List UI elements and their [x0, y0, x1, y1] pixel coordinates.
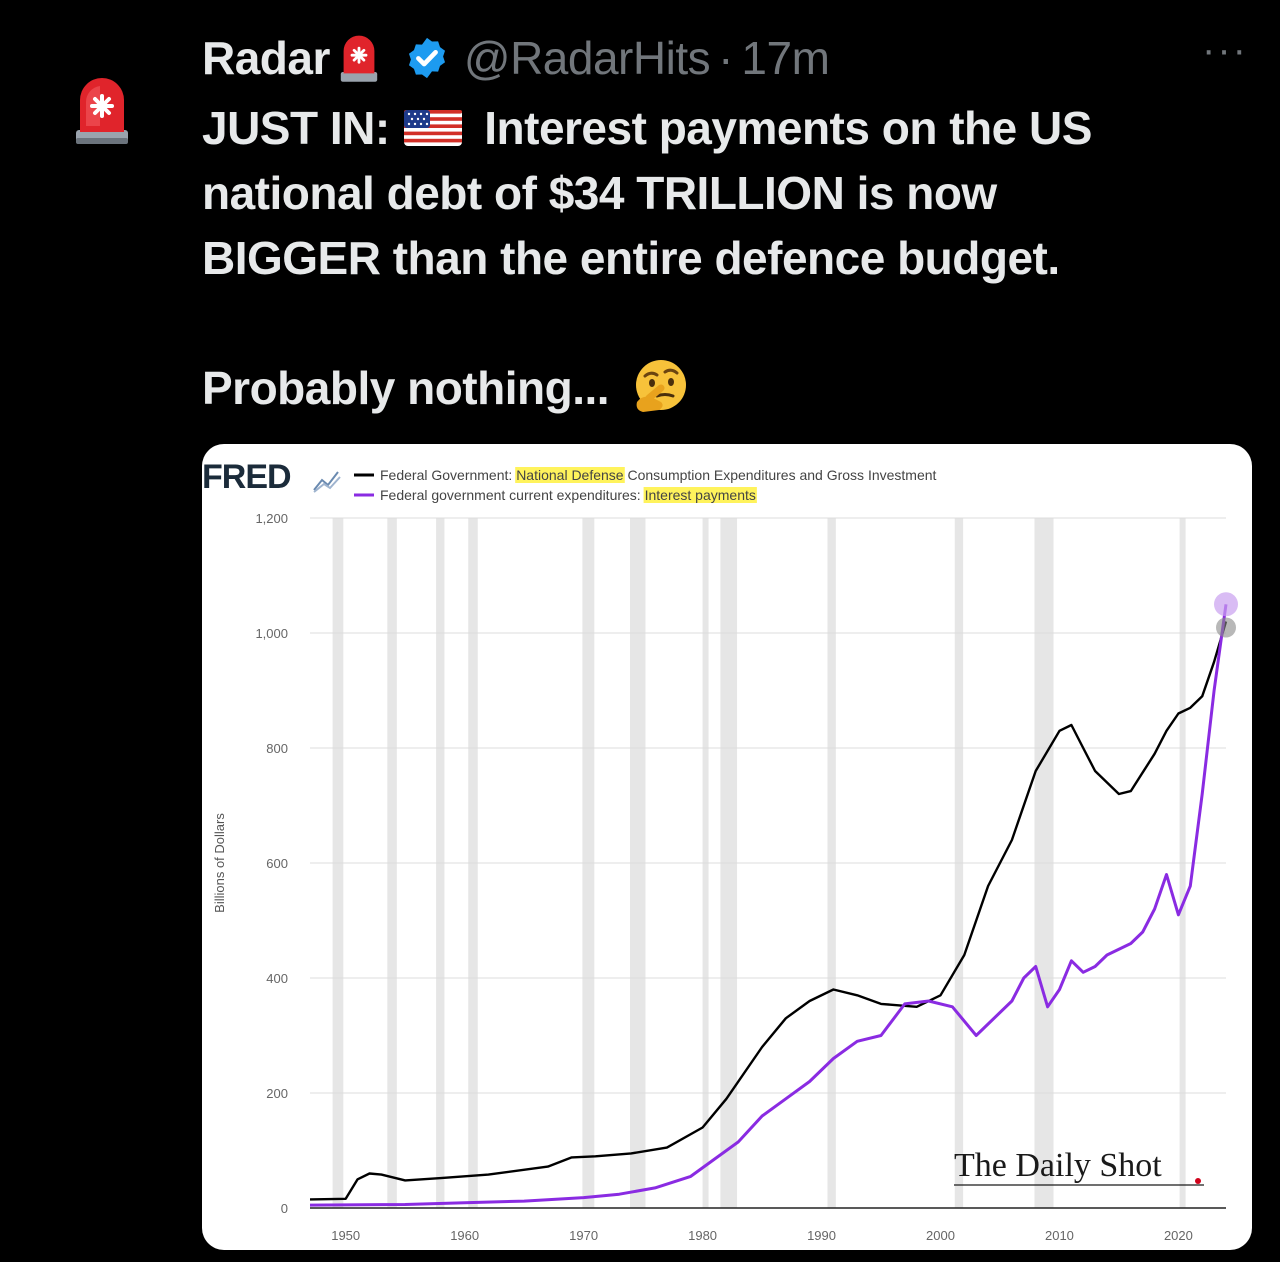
- blank-line: [202, 291, 1232, 356]
- tweet-line1-prefix: JUST IN:: [202, 102, 390, 154]
- legend-highlight: [643, 487, 757, 503]
- legend-entry-defense: Federal Government: National Defense Con…: [380, 467, 937, 483]
- x-tick-label: 1960: [450, 1228, 479, 1243]
- y-tick-label: 800: [266, 741, 288, 756]
- y-tick-label: 600: [266, 856, 288, 871]
- us-flag-icon: [403, 110, 462, 146]
- rotating-light-icon: [340, 35, 378, 82]
- x-tick-label: 2020: [1164, 1228, 1193, 1243]
- tweet-text: JUST IN: Interest payments on the US nat…: [202, 96, 1232, 421]
- tweet-header: Radar @RadarHits · 17m: [202, 26, 830, 90]
- rotating-light-icon[interactable]: [70, 70, 134, 150]
- y-tick-label: 1,000: [255, 626, 288, 641]
- x-tick-label: 1970: [569, 1228, 598, 1243]
- x-tick-label: 1980: [688, 1228, 717, 1243]
- legend-entry-interest: Federal government current expenditures:…: [380, 487, 756, 503]
- series-line-defense: [309, 621, 1228, 1201]
- defense-end-marker: [1216, 617, 1236, 638]
- fred-chart: FRED Federal Government: National Defens…: [202, 458, 1238, 1243]
- x-tick-label: 1990: [807, 1228, 836, 1243]
- tweet-line1-rest: Interest payments on the US: [484, 102, 1092, 154]
- x-tick-label: 2010: [1045, 1228, 1074, 1243]
- fred-logo: FRED: [202, 458, 291, 496]
- chart-image[interactable]: FRED Federal Government: National Defens…: [202, 444, 1252, 1250]
- daily-shot-watermark: The Daily Shot: [954, 1147, 1162, 1184]
- timestamp[interactable]: 17m: [741, 32, 830, 84]
- x-tick-label: 1950: [331, 1228, 360, 1243]
- y-axis-label: Billions of Dollars: [212, 813, 227, 913]
- chart-legend: Federal Government: National Defense Con…: [354, 467, 937, 503]
- y-tick-label: 1,200: [255, 511, 288, 526]
- series-line-interest: [309, 604, 1228, 1207]
- author-handle[interactable]: @RadarHits: [463, 32, 711, 84]
- more-options-icon[interactable]: ···: [1202, 28, 1248, 72]
- y-tick-label: 200: [266, 1086, 288, 1101]
- tweet-line4: Probably nothing...: [202, 362, 610, 414]
- interest-end-marker: [1214, 592, 1238, 617]
- x-tick-label: 2000: [926, 1228, 955, 1243]
- separator: ·: [718, 32, 734, 84]
- y-tick-label: 0: [281, 1201, 288, 1216]
- tweet-line3: BIGGER than the entire defence budget.: [202, 232, 1060, 284]
- thinking-face-icon: [636, 360, 687, 412]
- legend-highlight: [515, 467, 625, 483]
- tweet-line2: national debt of $34 TRILLION is now: [202, 167, 997, 219]
- y-tick-label: 400: [266, 971, 288, 986]
- verified-badge-icon[interactable]: [404, 35, 450, 81]
- watermark-dot: [1195, 1178, 1201, 1184]
- author-name[interactable]: Radar: [202, 32, 330, 84]
- fred-logo-chart-icon: [313, 471, 341, 493]
